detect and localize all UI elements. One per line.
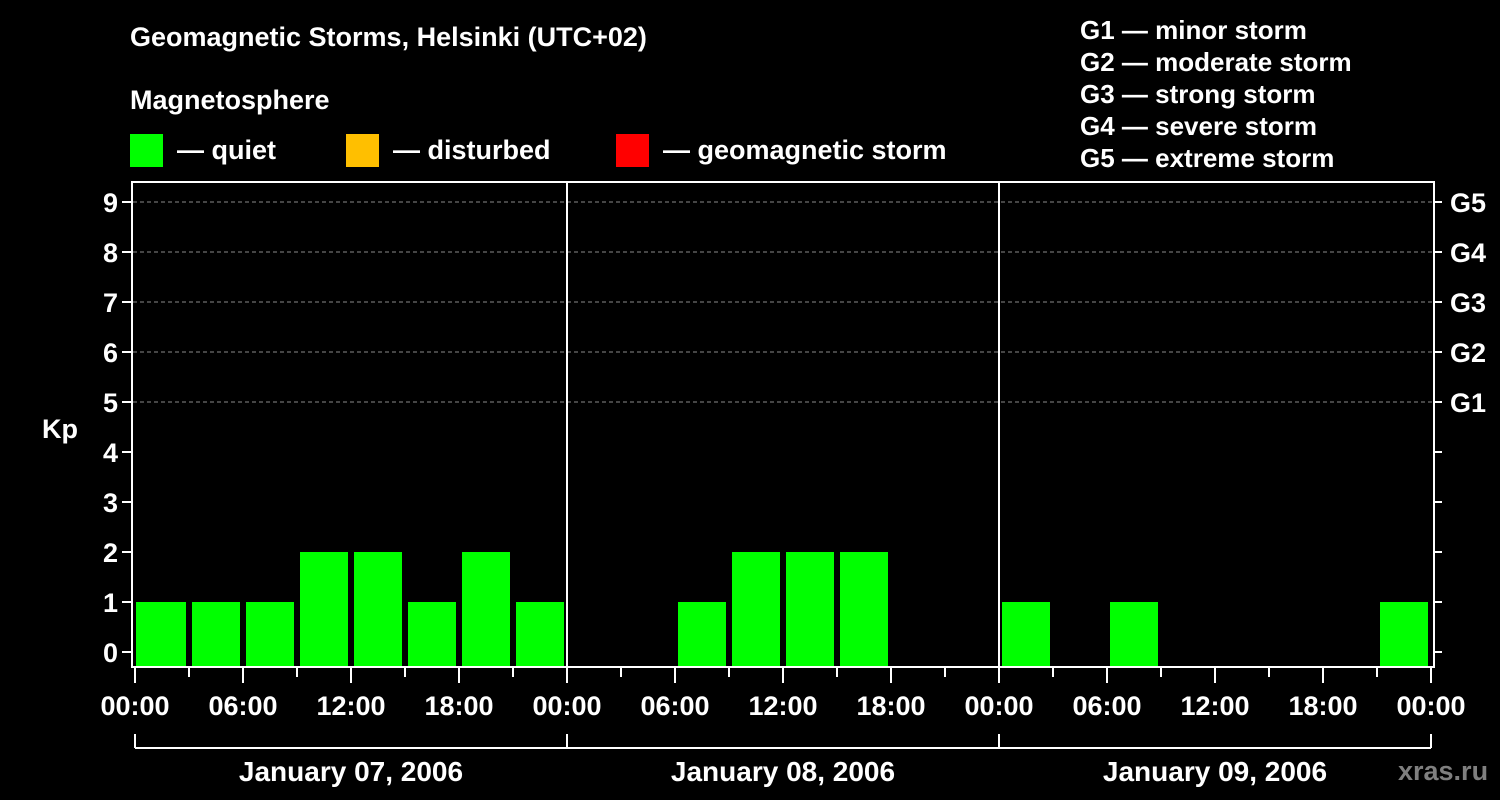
kp-bar [136, 602, 186, 666]
storm-scale-g4: G4 — severe storm [1080, 111, 1318, 141]
storm-scale-list: G1 — minor storm G2 — moderate storm G3 … [1080, 14, 1352, 174]
y-axis-label: Kp [42, 414, 78, 444]
x-tick-label: 18:00 [424, 691, 493, 721]
legend-item-storm: — geomagnetic storm [616, 133, 947, 167]
day-label: January 09, 2006 [1103, 756, 1327, 787]
right-axis-label: G1 [1450, 388, 1486, 418]
kp-bar [840, 552, 888, 666]
right-axis-label: G5 [1450, 188, 1486, 218]
x-tick-label: 12:00 [1180, 691, 1249, 721]
legend-item-quiet: — quiet [130, 133, 276, 167]
legend-swatch-quiet [130, 133, 163, 167]
right-axis-label: G2 [1450, 338, 1486, 368]
legend-item-disturbed: — disturbed [346, 133, 551, 167]
kp-bar [300, 552, 348, 666]
x-tick-label: 06:00 [208, 691, 277, 721]
kp-bar [246, 602, 294, 666]
kp-bar [516, 602, 564, 666]
y-tick-label: 8 [103, 238, 118, 268]
y-tick-label: 9 [103, 188, 118, 218]
kp-bar [678, 602, 726, 666]
chart-title: Geomagnetic Storms, Helsinki (UTC+02) [130, 22, 647, 52]
x-tick-label: 18:00 [1288, 691, 1357, 721]
day-label: January 07, 2006 [239, 756, 463, 787]
kp-bar [786, 552, 834, 666]
y-tick-label: 6 [103, 338, 118, 368]
x-tick-label: 00:00 [964, 691, 1033, 721]
legend-label-quiet: — quiet [177, 134, 276, 165]
y-tick-label: 3 [103, 488, 118, 518]
kp-bar [354, 552, 402, 666]
y-tick-label: 4 [103, 438, 118, 468]
watermark: xras.ru [1398, 756, 1489, 786]
kp-bar [462, 552, 510, 666]
storm-scale-g5: G5 — extreme storm [1080, 143, 1335, 173]
right-axis-label: G3 [1450, 288, 1486, 318]
legend-label-disturbed: — disturbed [393, 134, 551, 165]
kp-bar [1002, 602, 1050, 666]
x-tick-label: 00:00 [100, 691, 169, 721]
legend-label-storm: — geomagnetic storm [663, 134, 947, 165]
x-tick-label: 06:00 [640, 691, 709, 721]
y-tick-label: 1 [103, 588, 118, 618]
x-tick-label: 00:00 [1396, 691, 1465, 721]
legend-swatch-disturbed [346, 133, 379, 167]
y-tick-label: 5 [103, 388, 118, 418]
y-tick-label: 7 [103, 288, 118, 318]
right-axis-label: G4 [1450, 238, 1486, 268]
kp-bar [408, 602, 456, 666]
x-tick-label: 06:00 [1072, 691, 1141, 721]
legend-swatch-storm [616, 133, 649, 167]
x-tick-label: 18:00 [856, 691, 925, 721]
storm-scale-g2: G2 — moderate storm [1080, 47, 1352, 77]
x-tick-label: 12:00 [316, 691, 385, 721]
day-label: January 08, 2006 [671, 756, 895, 787]
storm-scale-g1: G1 — minor storm [1080, 15, 1307, 45]
legend-heading: Magnetosphere [130, 85, 330, 115]
x-tick-label: 00:00 [532, 691, 601, 721]
kp-bar [732, 552, 780, 666]
y-tick-label: 0 [103, 638, 118, 668]
storm-scale-g3: G3 — strong storm [1080, 79, 1316, 109]
y-tick-label: 2 [103, 538, 118, 568]
kp-bar [192, 602, 240, 666]
kp-bar [1110, 602, 1158, 666]
kp-bar [1380, 602, 1428, 666]
x-tick-label: 12:00 [748, 691, 817, 721]
